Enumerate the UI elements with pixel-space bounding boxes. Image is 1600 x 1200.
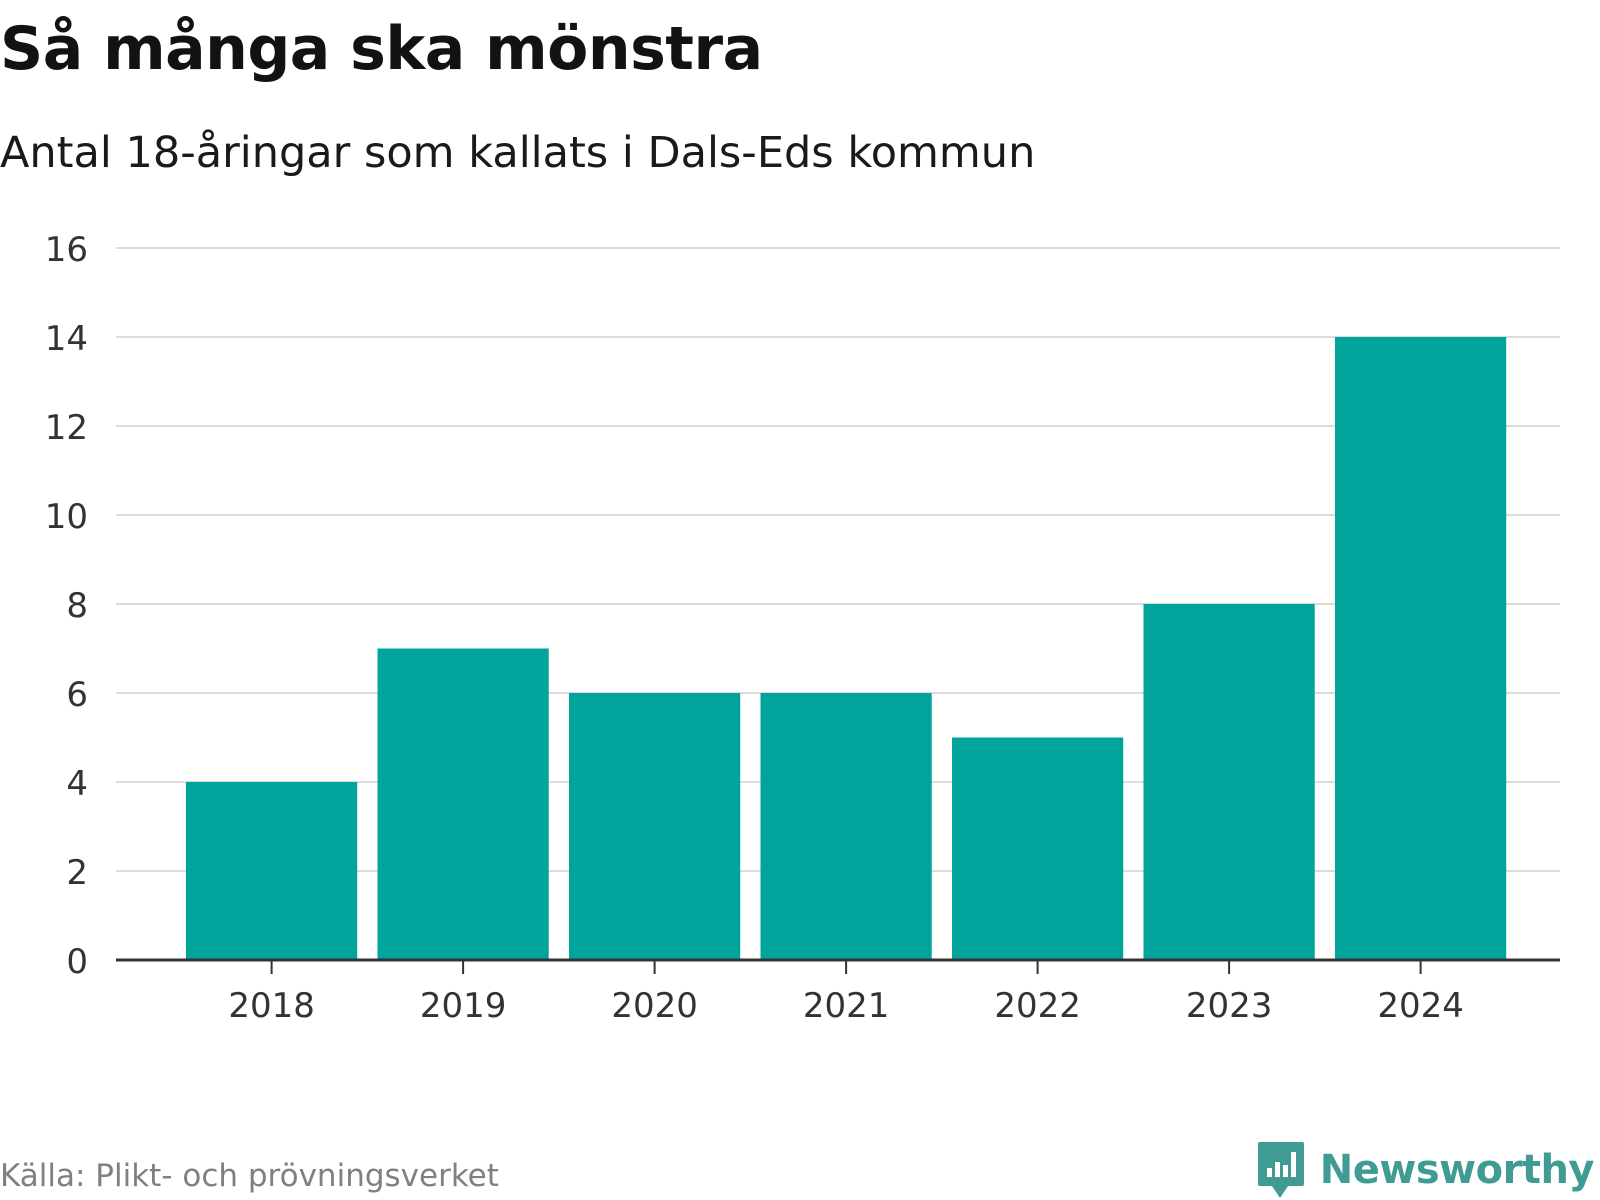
- brand-name: Newsworthy: [1319, 1147, 1595, 1193]
- y-tick-label: 16: [45, 230, 88, 270]
- brand-logo: Newsworthy: [1256, 1140, 1595, 1200]
- chart-title: Så många ska mönstra: [0, 14, 763, 84]
- x-tick-label: 2023: [1186, 986, 1273, 1026]
- bar-chart-speech-bubble-icon: [1257, 1142, 1304, 1198]
- bar-2022: [952, 737, 1124, 960]
- chart-subtitle: Antal 18-åringar som kallats i Dals-Eds …: [0, 128, 1036, 178]
- bar-2020: [569, 693, 741, 960]
- y-tick-label: 8: [66, 586, 88, 626]
- x-tick-label: 2020: [611, 986, 698, 1026]
- y-tick-label: 4: [66, 764, 88, 804]
- y-tick-label: 6: [66, 675, 88, 715]
- y-tick-label: 12: [45, 408, 88, 448]
- x-tick-label: 2021: [803, 986, 890, 1026]
- bar-2018: [186, 782, 358, 960]
- bar-2021: [760, 693, 932, 960]
- x-tick-label: 2019: [420, 986, 507, 1026]
- bars: [186, 337, 1507, 960]
- x-tick-label: 2024: [1377, 986, 1464, 1026]
- x-tick-label: 2018: [228, 986, 315, 1026]
- bar-2019: [377, 648, 549, 960]
- x-tick-label: 2022: [994, 986, 1081, 1026]
- y-tick-label: 14: [45, 319, 88, 359]
- y-tick-label: 0: [66, 942, 88, 982]
- bar-2023: [1143, 604, 1315, 960]
- y-tick-label: 10: [45, 497, 88, 537]
- y-tick-label: 2: [66, 853, 88, 893]
- bar-2024: [1335, 337, 1507, 960]
- source-note: Källa: Plikt- och prövningsverket: [0, 1158, 499, 1194]
- axes: 0 2 4 6 8 10 12 14 16 2018 2019 2020 2021 2022 2023 202…: [45, 230, 1560, 1026]
